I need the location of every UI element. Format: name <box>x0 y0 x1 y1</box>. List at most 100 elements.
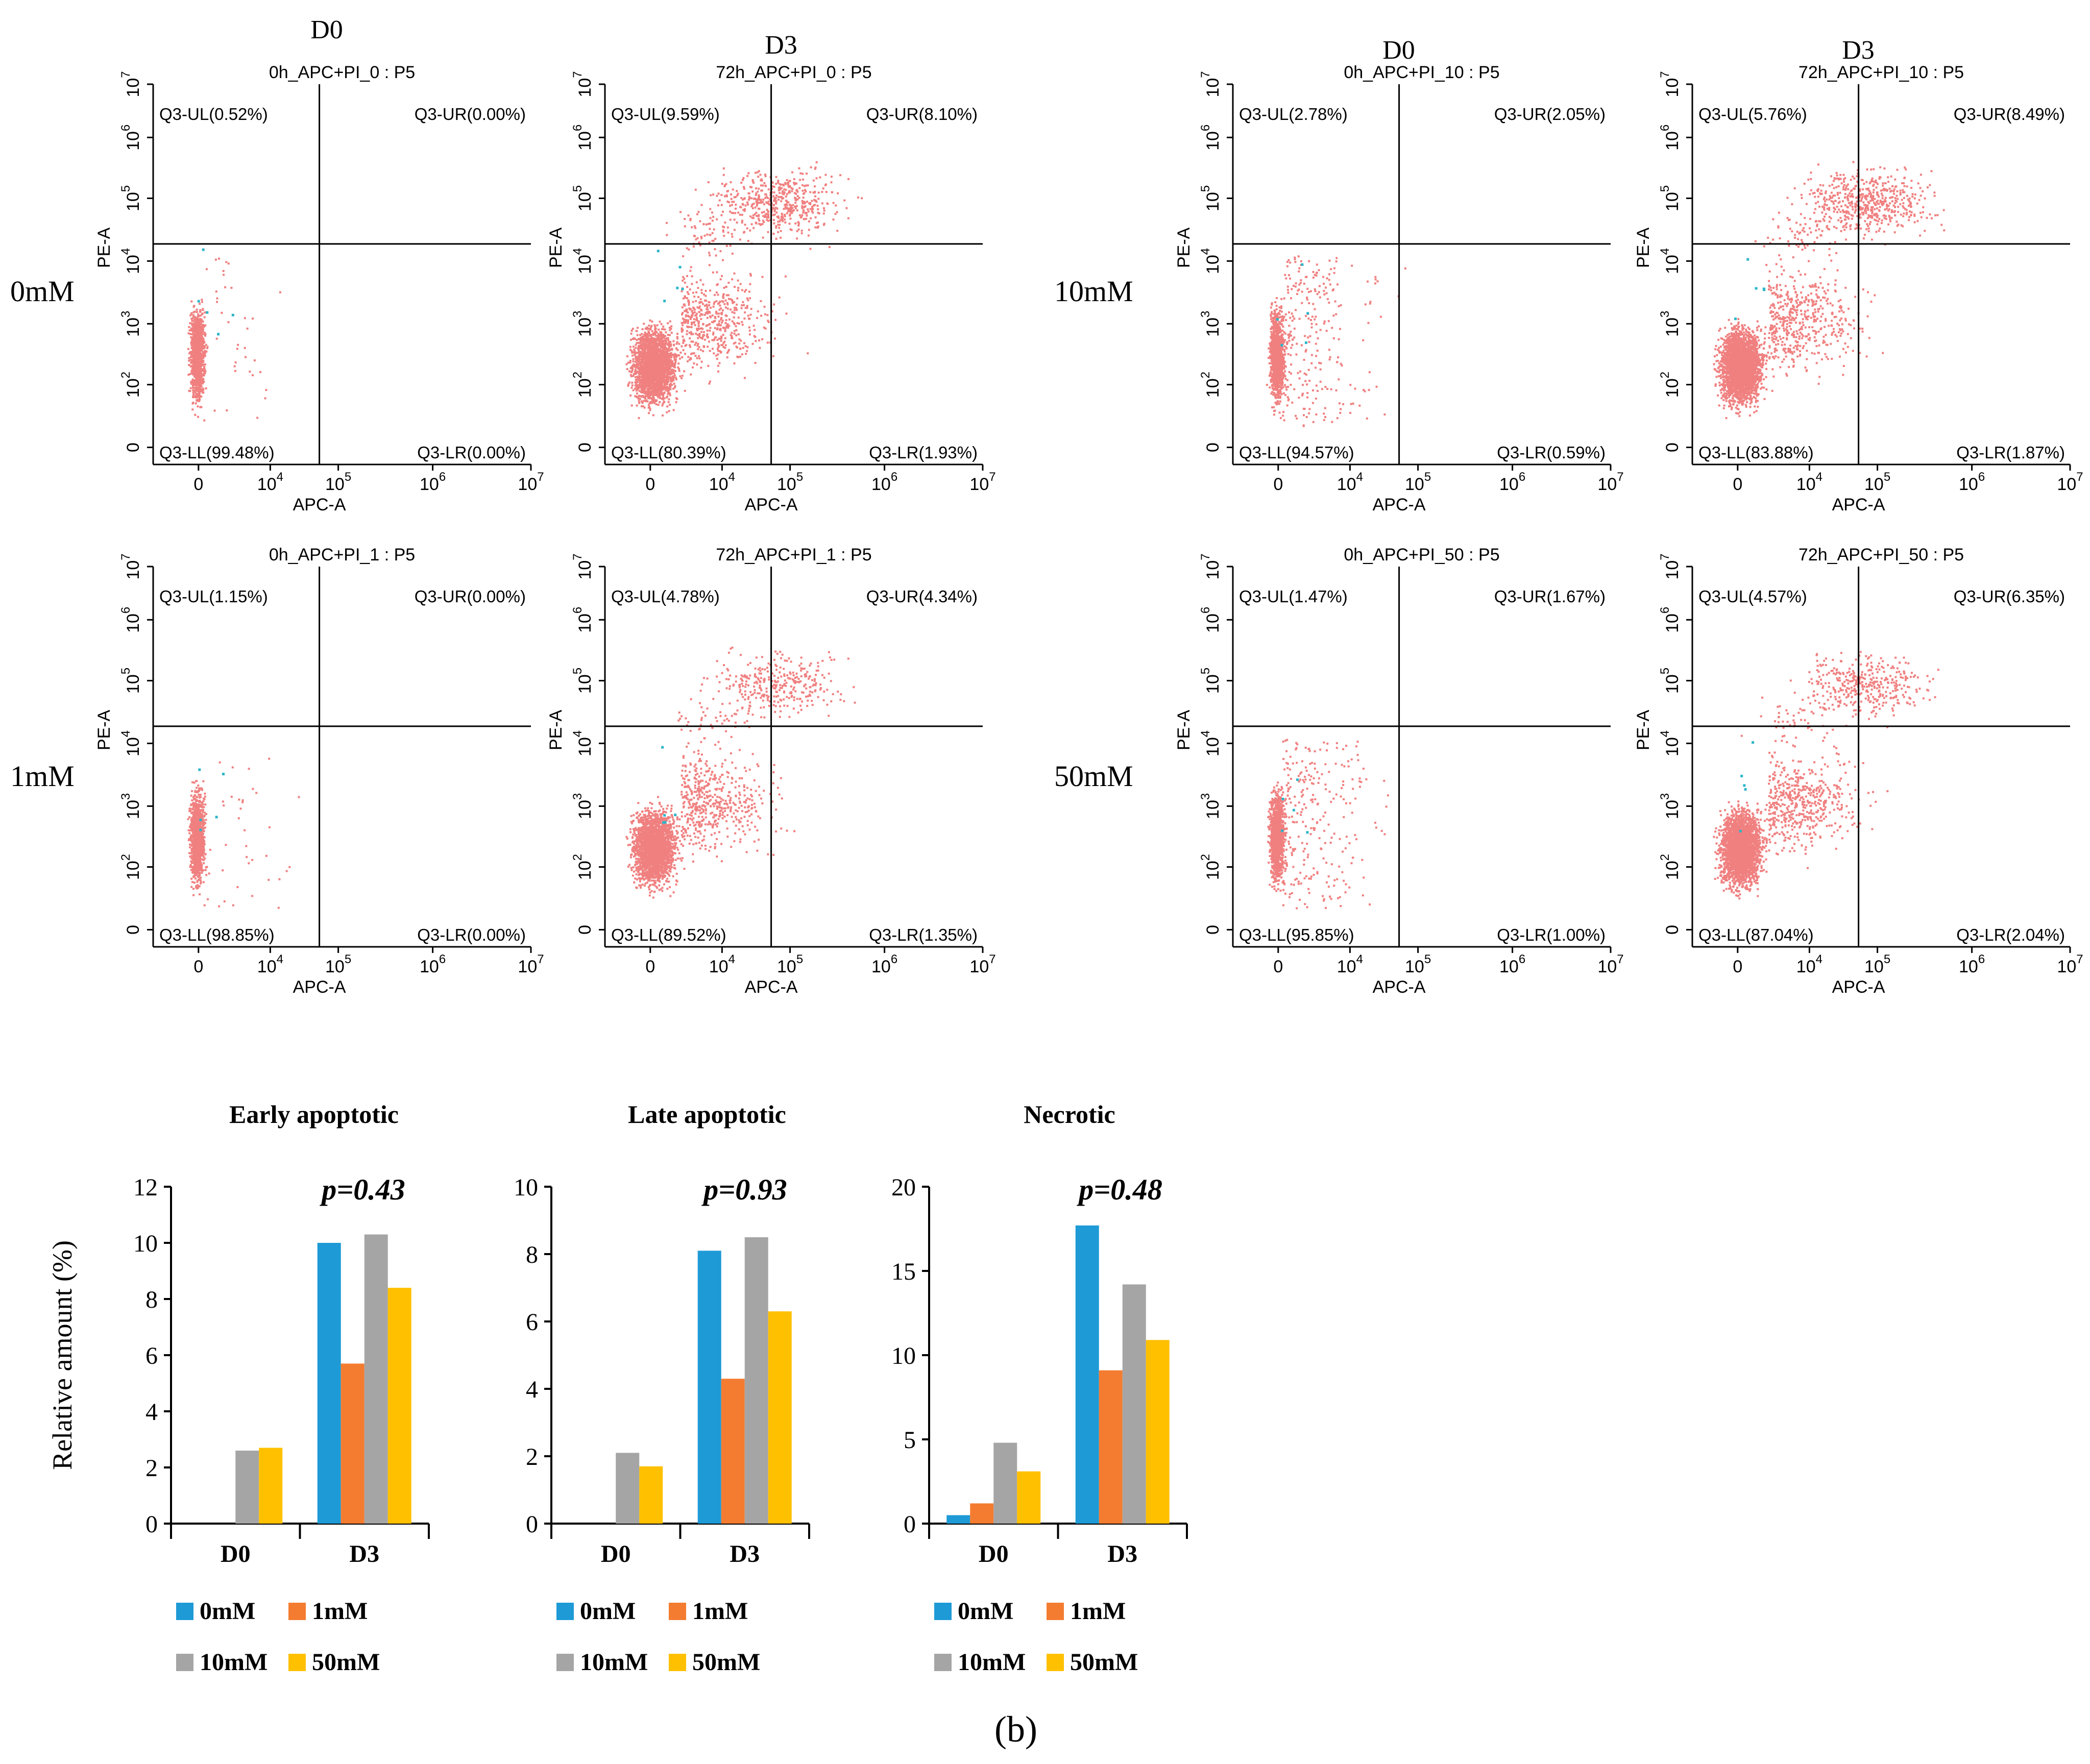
scatter-point <box>678 343 681 345</box>
scatter-point <box>666 222 668 224</box>
scatter-point <box>803 206 805 208</box>
scatter-point <box>639 382 641 384</box>
scatter-point <box>707 330 709 332</box>
scatter-point <box>674 370 676 372</box>
scatter-point <box>790 205 792 207</box>
scatter-point <box>194 330 196 332</box>
scatter-point <box>758 195 760 197</box>
scatter-point <box>743 342 745 344</box>
scatter-panels: 0h_APC+PI_0 : P501021031041051061070 104 1… <box>94 63 2083 997</box>
scatter-point <box>725 322 727 324</box>
scatter-point <box>193 334 196 336</box>
scatter-point <box>752 343 754 345</box>
scatter-point <box>744 311 746 313</box>
scatter-point <box>687 360 689 362</box>
scatter-point <box>197 340 199 342</box>
scatter-point <box>772 355 774 357</box>
scatter-point <box>670 325 672 327</box>
scatter-point <box>651 376 653 378</box>
scatter-point <box>829 246 831 248</box>
scatter-point <box>693 352 695 354</box>
scatter-point <box>750 314 752 316</box>
scatter-point <box>736 329 738 331</box>
scatter-point <box>755 222 757 224</box>
scatter-point <box>684 296 686 298</box>
scatter-point <box>761 338 763 340</box>
scatter-point <box>767 201 769 203</box>
scatter-point <box>726 303 728 305</box>
scatter-point <box>206 351 208 353</box>
scatter-point <box>730 308 732 310</box>
scatter-point <box>679 211 682 213</box>
scatter-point <box>759 347 761 349</box>
scatter-point <box>768 321 770 323</box>
quadrant-ll-label: Q3-LL(99.48%) <box>159 443 275 462</box>
scatter-point <box>760 174 762 176</box>
scatter-point <box>814 191 816 193</box>
scatter-point <box>200 396 202 398</box>
scatter-point <box>708 340 710 342</box>
scatter-point <box>637 334 639 336</box>
scatter-point <box>727 327 729 329</box>
scatter-point <box>194 337 196 339</box>
scatter-point <box>662 352 664 354</box>
scatter-point <box>630 339 632 341</box>
scatter-point <box>808 229 810 231</box>
scatter-point <box>717 365 719 367</box>
scatter-point <box>626 355 628 357</box>
scatter-point <box>661 381 663 383</box>
scatter-point <box>203 353 205 355</box>
scatter-point <box>633 346 635 348</box>
scatter-point <box>709 350 711 352</box>
scatter-point <box>777 231 779 233</box>
scatter-point <box>748 199 750 201</box>
scatter-point <box>197 387 199 389</box>
scatter-point <box>675 397 677 399</box>
scatter-point <box>669 360 671 362</box>
scatter-point <box>801 190 804 192</box>
scatter-point <box>720 194 722 196</box>
scatter-point <box>644 381 646 383</box>
scatter-point <box>735 196 737 198</box>
scatter-point <box>739 238 741 240</box>
scatter-point <box>734 330 736 332</box>
scatter-point <box>756 317 758 319</box>
scatter-point <box>714 301 716 303</box>
scatter-point <box>681 290 683 292</box>
scatter-point <box>656 378 658 380</box>
scatter-point <box>695 238 697 240</box>
x-tick-label: 106 <box>1499 470 1525 494</box>
scatter-point <box>663 401 665 403</box>
scatter-point <box>635 384 637 386</box>
scatter-point <box>673 383 675 385</box>
scatter-point <box>692 341 694 343</box>
scatter-point <box>686 330 688 332</box>
scatter-point <box>202 392 204 394</box>
scatter-point <box>201 388 203 390</box>
scatter-point <box>727 294 730 296</box>
scatter-point <box>658 329 660 331</box>
scatter-point <box>748 317 750 320</box>
scatter-point <box>737 289 739 291</box>
scatter-point <box>684 225 686 227</box>
scatter-point <box>761 189 763 191</box>
scatter-point <box>763 203 765 205</box>
y-axis-label: PE-A <box>1174 227 1194 268</box>
scatter-point <box>666 373 668 375</box>
y-tick-label: 0 <box>124 443 143 452</box>
scatter-point <box>781 216 783 218</box>
scatter-point <box>713 352 715 354</box>
scatter-point <box>666 362 668 364</box>
scatter-point <box>766 314 768 316</box>
scatter-point <box>635 381 637 383</box>
scatter-point <box>784 182 786 184</box>
scatter-point <box>727 232 730 234</box>
scatter-point <box>764 306 766 308</box>
scatter-point <box>786 212 788 214</box>
scatter-point <box>670 383 672 385</box>
scatter-point <box>683 321 685 323</box>
scatter-point <box>662 361 664 363</box>
scatter-point <box>696 213 698 215</box>
scatter-point <box>799 173 801 175</box>
scatter-point <box>709 381 711 383</box>
